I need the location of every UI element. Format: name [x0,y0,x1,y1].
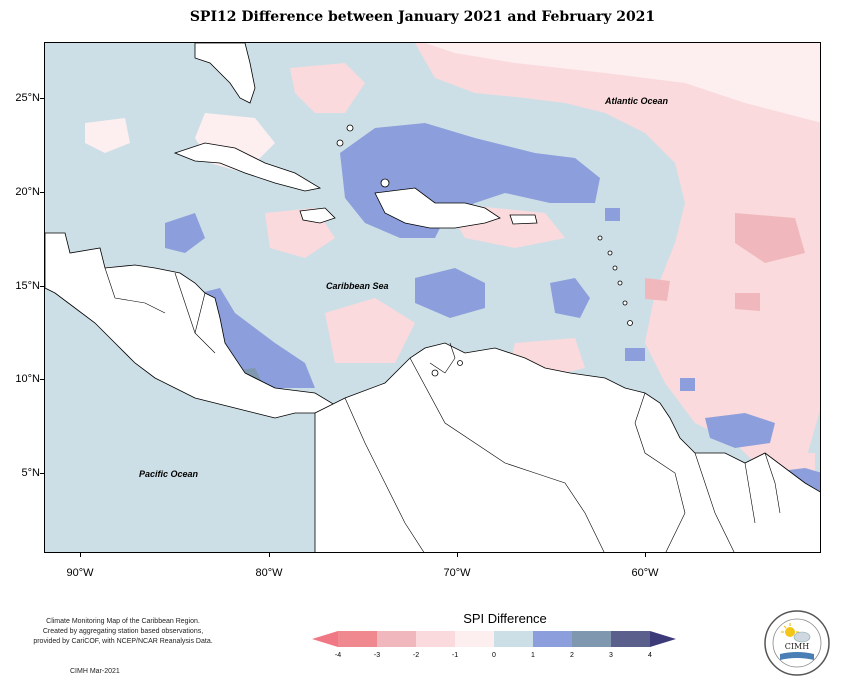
country-borders [104,267,781,552]
lat-label-25n: 25°N [15,92,40,104]
legend-tick-label: -2 [412,652,420,659]
legend-cell [611,631,650,647]
legend-cell [572,631,611,647]
legend-under-arrow [312,631,338,647]
lon-label-80w: 80°W [255,567,283,579]
legend-cell [494,631,533,647]
lon-tick [269,553,270,557]
legend-cells [312,631,676,647]
lat-label-10n: 10°N [15,373,40,385]
lon-tick [457,553,458,557]
legend-tick-label: -1 [451,652,459,659]
legend-tick-label: 3 [609,652,613,659]
legend-tick-label: 0 [492,652,496,659]
lat-tick [40,192,44,193]
legend-cell [377,631,416,647]
lon-tick [80,553,81,557]
credits-text: Climate Monitoring Map of the Caribbean … [18,617,228,647]
caribbean-sea-label: Caribbean Sea [326,281,389,291]
legend-tick-label: 1 [531,652,535,659]
lon-label-60w: 60°W [631,567,659,579]
spi-map-svg [45,43,820,552]
lat-tick [40,473,44,474]
cimh-logo-icon: CIMH [764,610,830,676]
map-area[interactable]: Atlantic Ocean Caribbean Sea Pacific Oce… [44,42,821,553]
legend-colorbar [312,631,676,647]
legend-title: SPI Difference [463,611,547,626]
legend-tick-label: 4 [648,652,652,659]
legend-cell [533,631,572,647]
pacific-ocean-label: Pacific Ocean [139,469,199,479]
lat-label-5n: 5°N [21,467,40,479]
land-masses [45,43,820,552]
legend-cell [338,631,377,647]
lat-label-15n: 15°N [15,280,40,292]
map-title: SPI12 Difference between January 2021 an… [189,9,656,25]
legend-cell [416,631,455,647]
atlantic-ocean-label: Atlantic Ocean [605,96,669,106]
lon-label-90w: 90°W [66,567,94,579]
lat-tick [40,286,44,287]
lon-label-70w: 70°W [443,567,471,579]
legend-tick-label: -4 [334,652,342,659]
logo-text: CIMH [785,642,809,651]
legend-tick-label: 2 [570,652,574,659]
credits-line-3: provided by CariCOF, with NCEP/NCAR Rean… [33,638,213,645]
lat-tick [40,379,44,380]
credits-line-2: Created by aggregating station based obs… [42,628,204,635]
legend-tick-label: -3 [373,652,381,659]
lat-tick [40,98,44,99]
credits-date: CIMH Mar-2021 [70,668,120,675]
lat-label-20n: 20°N [15,186,40,198]
lon-tick [645,553,646,557]
credits-line-1: Climate Monitoring Map of the Caribbean … [46,618,200,625]
legend-over-arrow [650,631,676,647]
legend-cell [455,631,494,647]
